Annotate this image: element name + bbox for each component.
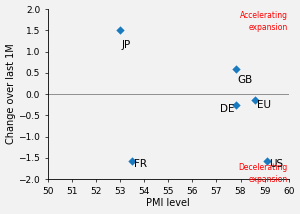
Point <box>233 67 238 70</box>
Text: EU: EU <box>257 100 272 110</box>
Text: DE: DE <box>220 104 235 114</box>
Text: Decelerating
expansion: Decelerating expansion <box>238 163 287 184</box>
Text: JP: JP <box>122 40 131 50</box>
Y-axis label: Change over last 1M: Change over last 1M <box>6 44 16 144</box>
Point <box>118 29 122 32</box>
Text: US: US <box>269 159 283 169</box>
Point <box>253 99 257 102</box>
Point <box>233 103 238 106</box>
X-axis label: PMI level: PMI level <box>146 198 190 208</box>
Text: FR: FR <box>134 159 147 169</box>
Text: GB: GB <box>238 75 253 85</box>
Point <box>130 159 134 163</box>
Point <box>265 159 269 163</box>
Text: Accelerating
expansion: Accelerating expansion <box>239 11 287 32</box>
